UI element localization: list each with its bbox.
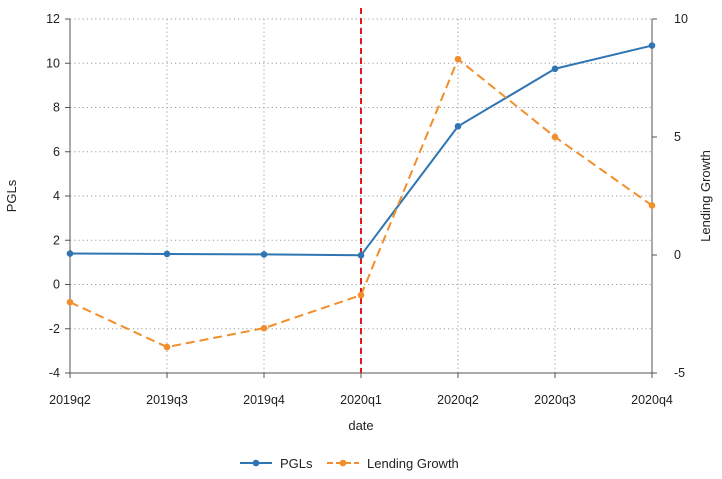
data-point-pgls xyxy=(260,251,268,258)
data-point-pgls xyxy=(454,123,462,130)
legend-marker-lending-growth xyxy=(339,459,347,467)
x-tick-label: 2020q4 xyxy=(631,393,673,407)
x-tick-label: 2019q2 xyxy=(49,393,91,407)
y-right-tick-label: -5 xyxy=(674,366,685,380)
y-left-tick-label: 6 xyxy=(53,145,60,159)
legend-label-lending-growth: Lending Growth xyxy=(367,456,459,471)
data-point-pgls xyxy=(163,250,171,258)
data-point-lending-growth xyxy=(66,298,74,306)
x-tick-label: 2019q3 xyxy=(146,393,188,407)
legend-marker-pgls xyxy=(252,459,260,467)
data-point-pgls xyxy=(66,250,74,257)
data-point-lending-growth xyxy=(551,133,559,141)
y-left-tick-label: 0 xyxy=(53,278,60,292)
legend: PGLs Lending Growth xyxy=(240,456,459,471)
x-axis-title: date xyxy=(348,418,373,433)
x-tick-label: 2020q2 xyxy=(437,393,479,407)
y-axis-left-title: PGLs xyxy=(4,179,19,212)
legend-label-pgls: PGLs xyxy=(280,456,313,471)
y-left-tick-label: 4 xyxy=(53,189,60,203)
y-right-tick-label: 5 xyxy=(674,130,681,144)
y-left-tick-label: -4 xyxy=(49,366,60,380)
data-point-lending-growth xyxy=(454,55,462,63)
data-point-pgls xyxy=(357,251,365,259)
y-right-tick-label: 0 xyxy=(674,248,681,262)
data-point-lending-growth xyxy=(260,324,268,332)
x-tick-label: 2020q1 xyxy=(340,393,382,407)
data-point-lending-growth xyxy=(163,343,171,351)
y-left-tick-label: -2 xyxy=(49,322,60,336)
x-tick-label: 2020q3 xyxy=(534,393,576,407)
y-axis-right-title: Lending Growth xyxy=(698,150,713,242)
y-left-tick-label: 12 xyxy=(46,12,60,26)
data-point-pgls xyxy=(648,42,656,49)
x-tick-label: 2019q4 xyxy=(243,393,285,407)
data-point-lending-growth xyxy=(357,291,365,299)
y-left-tick-label: 10 xyxy=(46,56,60,70)
y-left-tick-label: 2 xyxy=(53,233,60,247)
data-point-lending-growth xyxy=(648,202,656,209)
data-point-pgls xyxy=(551,65,559,73)
y-right-tick-label: 10 xyxy=(674,12,688,26)
y-left-tick-label: 8 xyxy=(53,101,60,115)
